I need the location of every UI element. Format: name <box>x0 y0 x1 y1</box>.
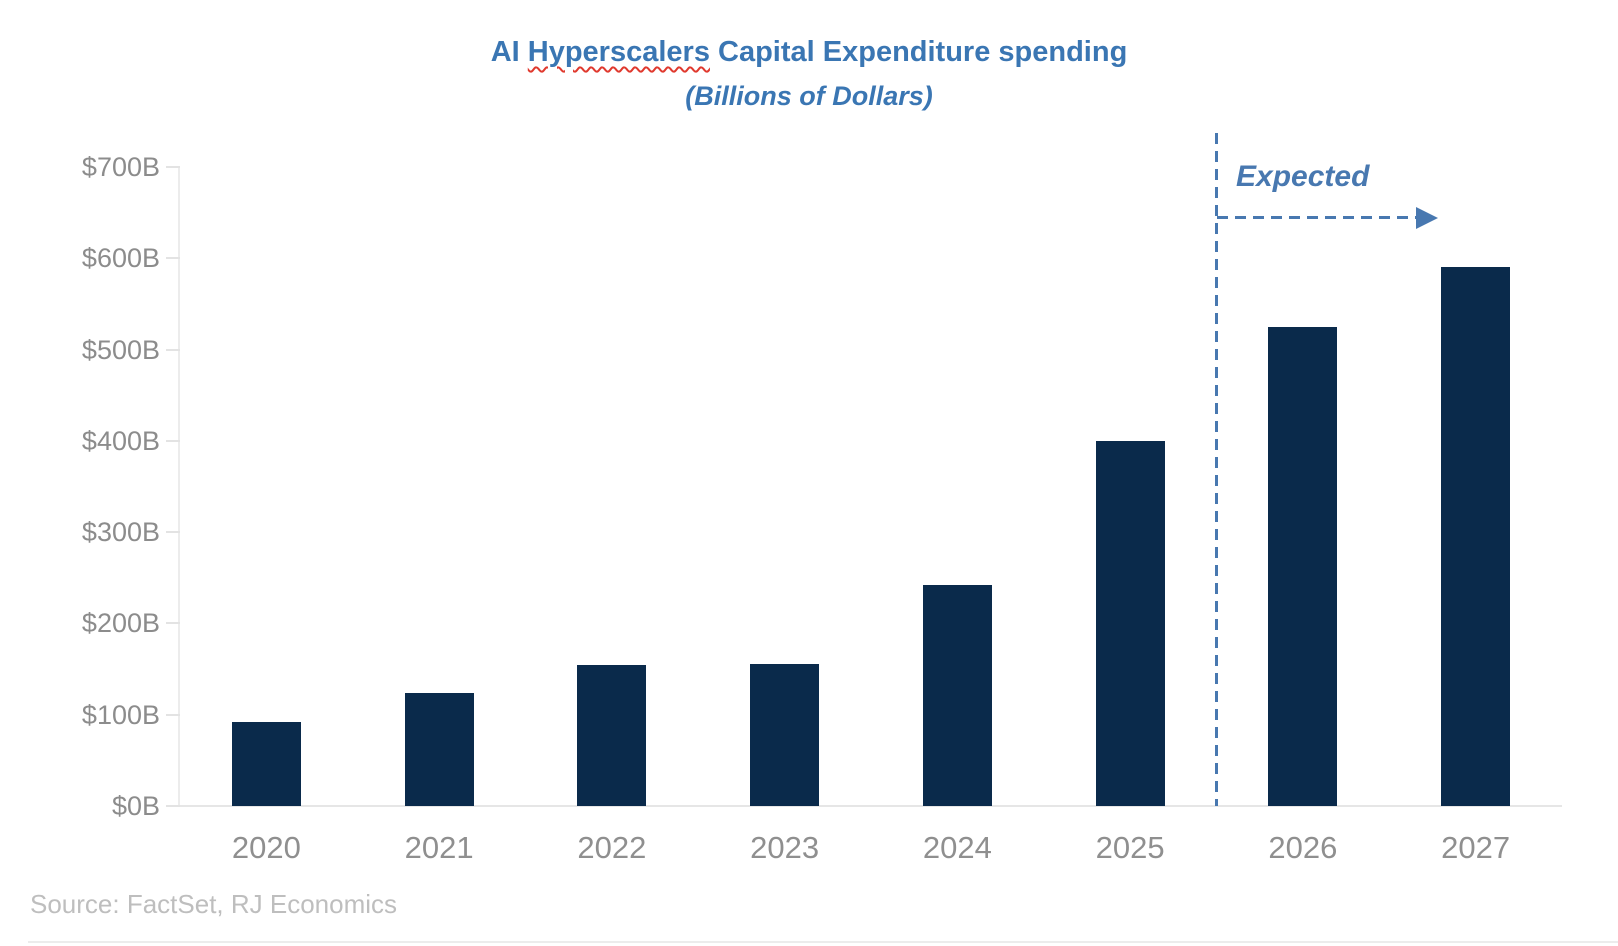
x-axis-label-2023: 2023 <box>750 830 820 865</box>
bar-2021 <box>404 692 474 806</box>
y-axis-tick-label: $500B <box>81 334 160 365</box>
x-axis-label-2027: 2027 <box>1441 830 1511 865</box>
x-axis-label-2024: 2024 <box>922 830 992 865</box>
x-axis-label-2025: 2025 <box>1095 830 1165 865</box>
y-tick-mark <box>166 439 180 442</box>
bar-2023 <box>750 663 820 806</box>
x-axis-label-2022: 2022 <box>577 830 647 865</box>
bar-2024 <box>922 585 992 806</box>
x-axis-label-2020: 2020 <box>231 830 301 865</box>
chart-title-misspelled-word: Hyperscalers <box>527 36 710 68</box>
expected-divider-dashed-line <box>1215 133 1218 806</box>
bar-2026 <box>1268 326 1338 806</box>
x-axis-label-2021: 2021 <box>404 830 474 865</box>
chart-title: AI Hyperscalers Capital Expenditure spen… <box>0 36 1618 69</box>
y-axis-tick-label: $600B <box>81 243 160 274</box>
bar-2025 <box>1095 440 1165 806</box>
y-tick-mark <box>166 531 180 534</box>
expected-arrow-dashed-line <box>1217 216 1418 219</box>
y-axis-line <box>178 167 180 806</box>
expected-label: Expected <box>1236 160 1370 193</box>
y-axis-tick-label: $700B <box>81 152 160 182</box>
y-axis-tick-label: $200B <box>81 608 160 639</box>
y-tick-mark <box>166 622 180 625</box>
y-tick-mark <box>166 348 180 351</box>
x-axis-label-2026: 2026 <box>1268 830 1338 865</box>
chart-title-prefix: AI <box>490 36 528 68</box>
x-axis-baseline <box>180 805 1562 807</box>
bottom-divider <box>28 941 1618 943</box>
y-tick-mark <box>166 805 180 807</box>
y-axis-tick-label: $100B <box>81 699 160 730</box>
y-tick-mark <box>166 257 180 260</box>
y-tick-mark <box>166 713 180 716</box>
bar-2022 <box>577 664 647 806</box>
chart-title-suffix: Capital Expenditure spending <box>709 36 1128 68</box>
y-axis-tick-label: $0B <box>111 791 160 821</box>
bar-2027 <box>1441 267 1511 806</box>
bar-2020 <box>231 722 301 806</box>
chart-subtitle: (Billions of Dollars) <box>685 81 933 111</box>
y-axis-tick-label: $300B <box>81 517 160 548</box>
y-axis-tick-label: $400B <box>81 425 160 456</box>
y-tick-mark <box>166 166 180 168</box>
expected-arrow-head-icon <box>1416 207 1438 229</box>
source-note: Source: FactSet, RJ Economics <box>30 889 398 919</box>
